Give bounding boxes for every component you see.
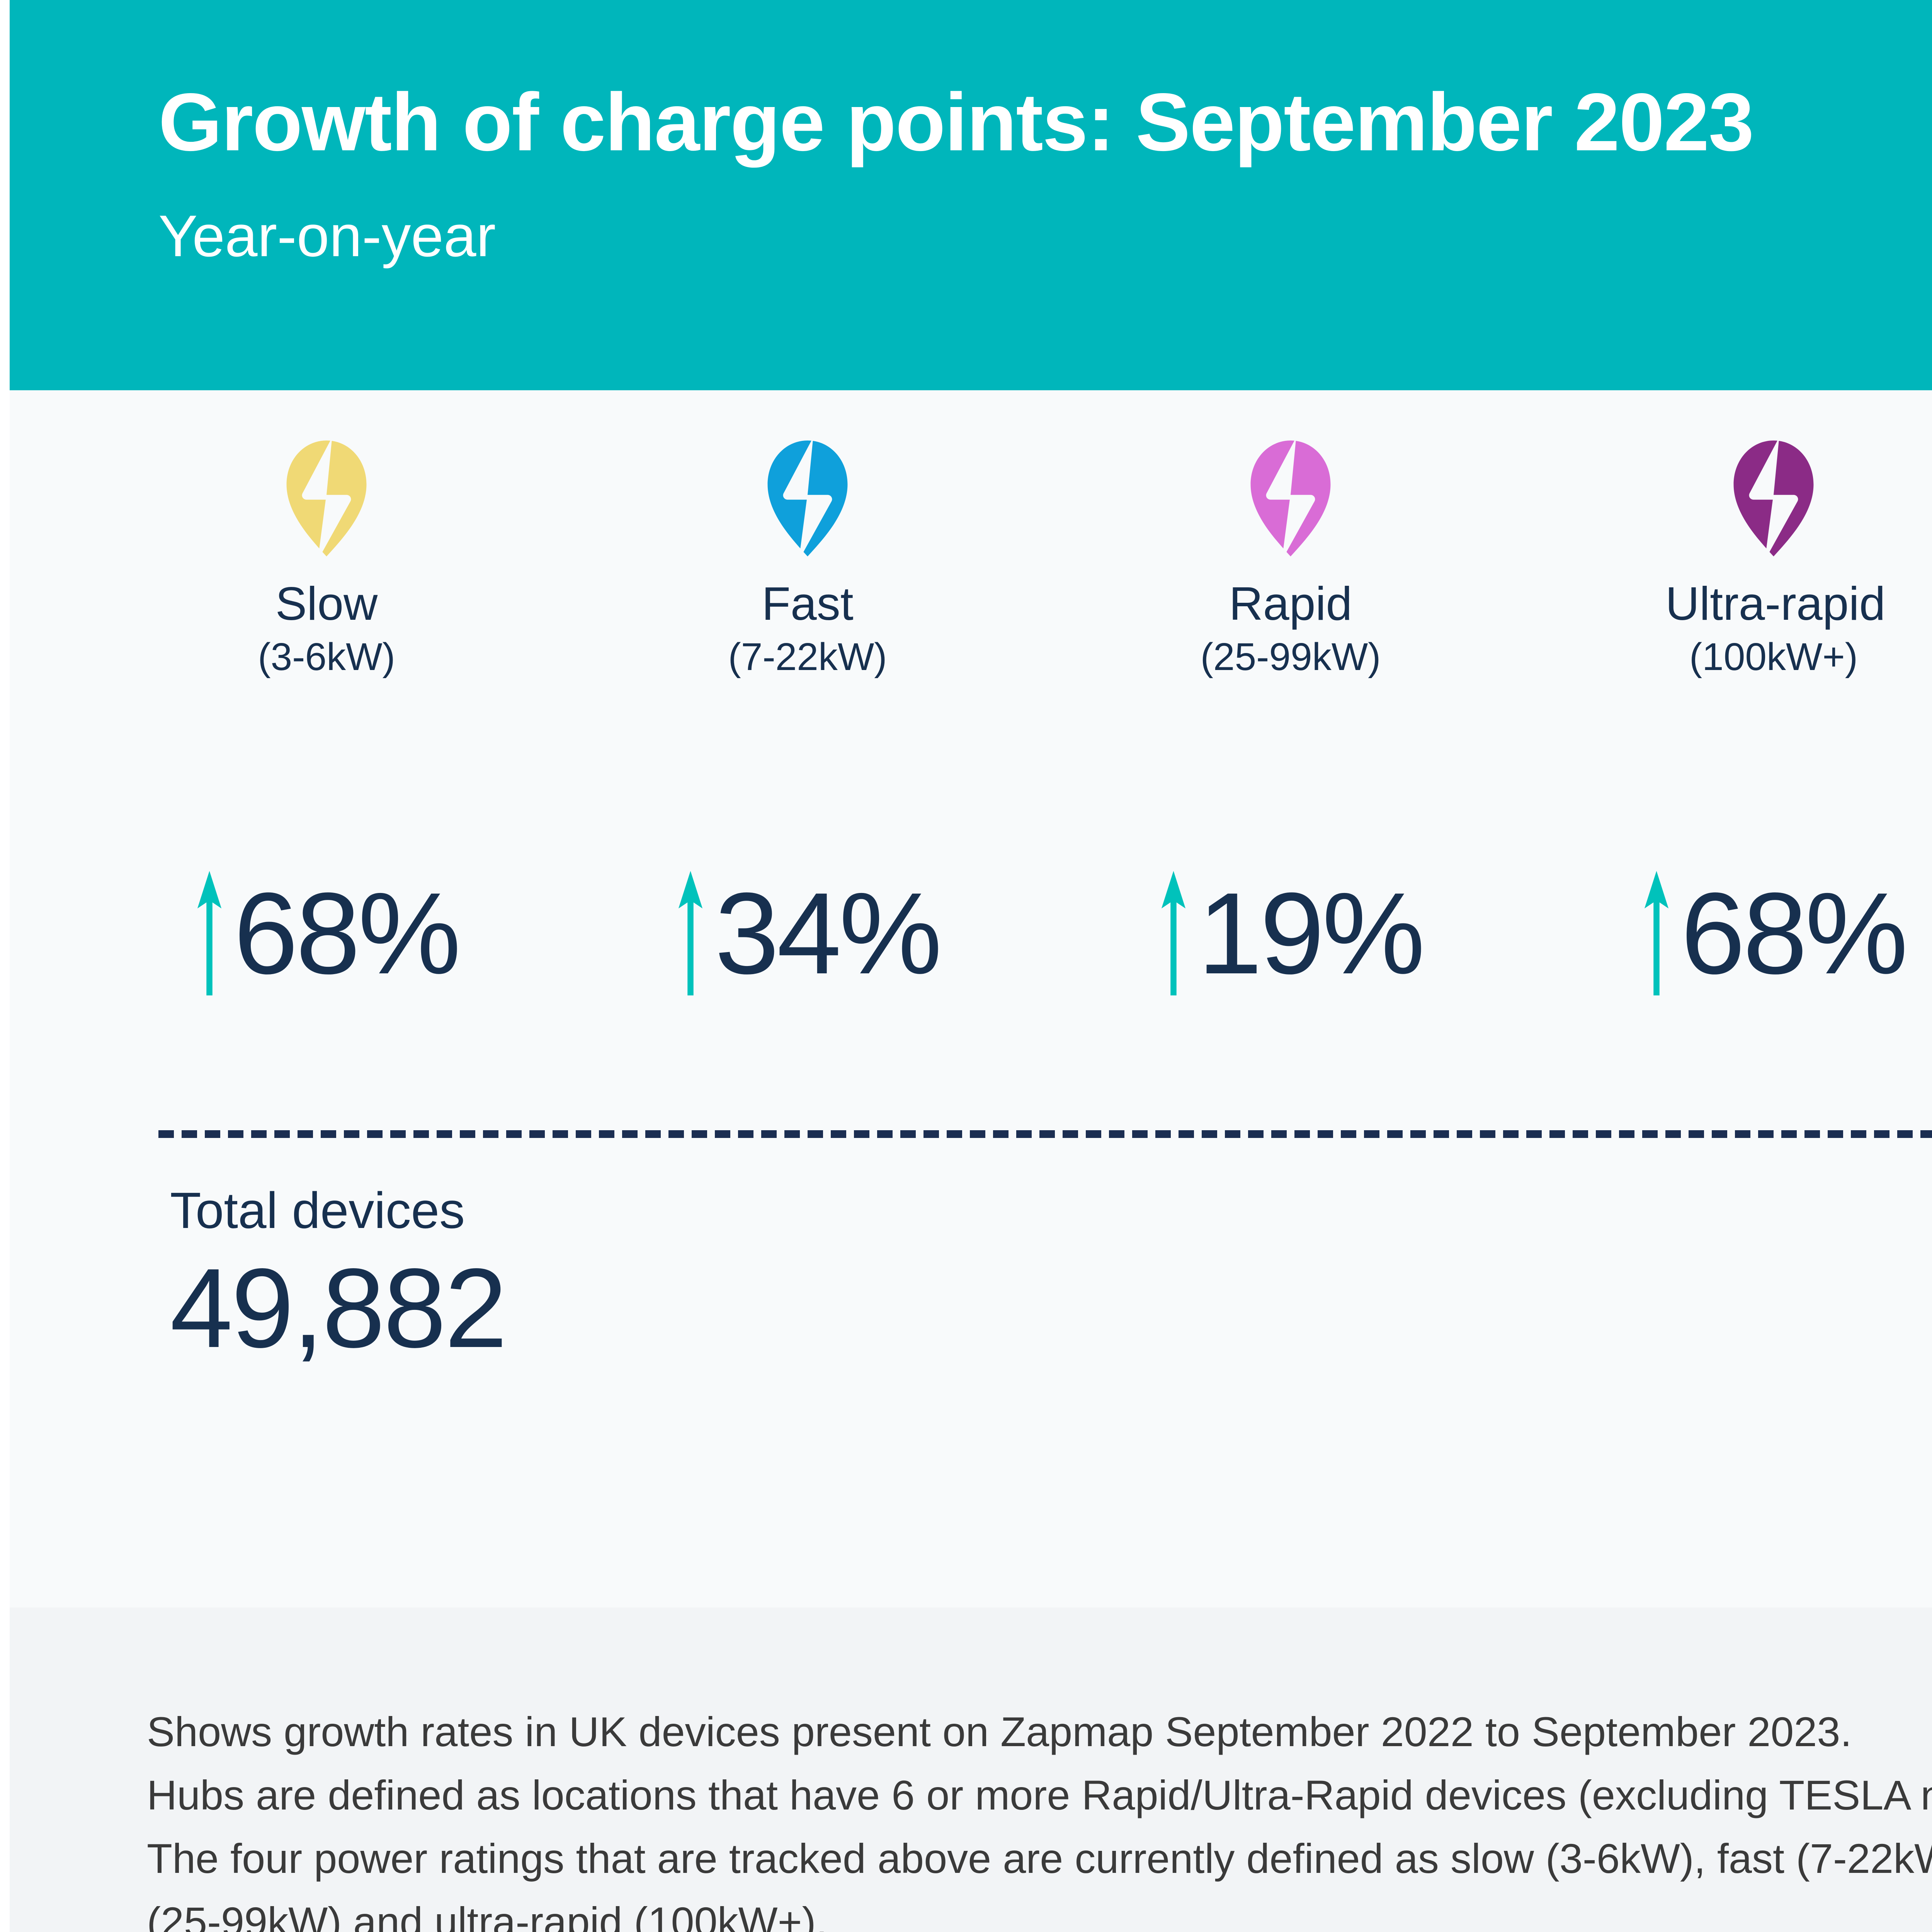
growth-value: 34% <box>714 868 942 998</box>
metric-sublabel: (7-22kW) <box>728 635 887 679</box>
metric-column-rapid[interactable]: Rapid (25-99kW) <box>1182 390 1399 677</box>
footnotes: Shows growth rates in UK devices present… <box>147 1700 1932 1932</box>
metric-label: Slow <box>275 577 378 630</box>
footer-panel <box>10 1607 1932 1932</box>
total-devices-block: Total devices 49,882 <box>170 1180 507 1371</box>
footnote-line-4: (25-99kW) and ultra-rapid (100kW+). <box>147 1898 828 1932</box>
total-devices-label: Total devices <box>170 1182 465 1239</box>
growth-stat-slow: 68% <box>197 869 461 997</box>
metric-sublabel: (25-99kW) <box>1200 635 1381 679</box>
arrow-up-icon <box>197 871 221 996</box>
growth-value: 19% <box>1197 868 1425 998</box>
arrow-up-icon <box>1644 871 1668 996</box>
growth-stat-ultra-rapid: 68% <box>1644 869 1908 997</box>
metric-sublabel: (3-6kW) <box>258 635 395 679</box>
metric-label: Fast <box>762 577 854 630</box>
dashed-divider <box>158 1130 1932 1138</box>
growth-percentages-row: 68% 34% 19% 68% 43% 123% <box>0 869 1932 1032</box>
rapid-pin-icon <box>1182 390 1399 556</box>
metric-column-ultra-rapid[interactable]: Ultra-rapid (100kW+) <box>1665 390 1886 679</box>
metrics-row: Slow (3-6kW) Fast (7-22kW) Rapid (25-99k… <box>0 390 1932 1047</box>
fast-pin-icon <box>699 390 916 556</box>
page-subtitle: Year-on-year <box>158 203 496 269</box>
metric-column-slow[interactable]: Slow (3-6kW) <box>218 390 435 677</box>
growth-value: 68% <box>1680 868 1908 998</box>
arrow-up-icon <box>678 871 702 996</box>
footnote-line-2: Hubs are defined as locations that have … <box>147 1772 1932 1819</box>
slow-pin-icon <box>218 390 435 556</box>
arrow-up-icon <box>1161 871 1185 996</box>
metric-column-fast[interactable]: Fast (7-22kW) <box>699 390 916 677</box>
footnote-line-1: Shows growth rates in UK devices present… <box>147 1708 1852 1755</box>
footnote-line-3: The four power ratings that are tracked … <box>147 1835 1932 1882</box>
growth-stat-fast: 34% <box>678 869 942 997</box>
growth-stat-rapid: 19% <box>1161 869 1425 997</box>
metric-label: Ultra-rapid <box>1665 577 1886 630</box>
metric-sublabel: (100kW+) <box>1689 635 1858 679</box>
page-title: Growth of charge points: September 2023 <box>158 76 1754 168</box>
main-panel <box>10 390 1932 1607</box>
growth-value: 68% <box>233 868 461 998</box>
metric-label: Rapid <box>1229 577 1352 630</box>
ultra-rapid-pin-icon <box>1665 390 1882 556</box>
total-devices-value: 49,882 <box>170 1245 507 1371</box>
page-header: Growth of charge points: September 2023 … <box>10 0 1932 390</box>
